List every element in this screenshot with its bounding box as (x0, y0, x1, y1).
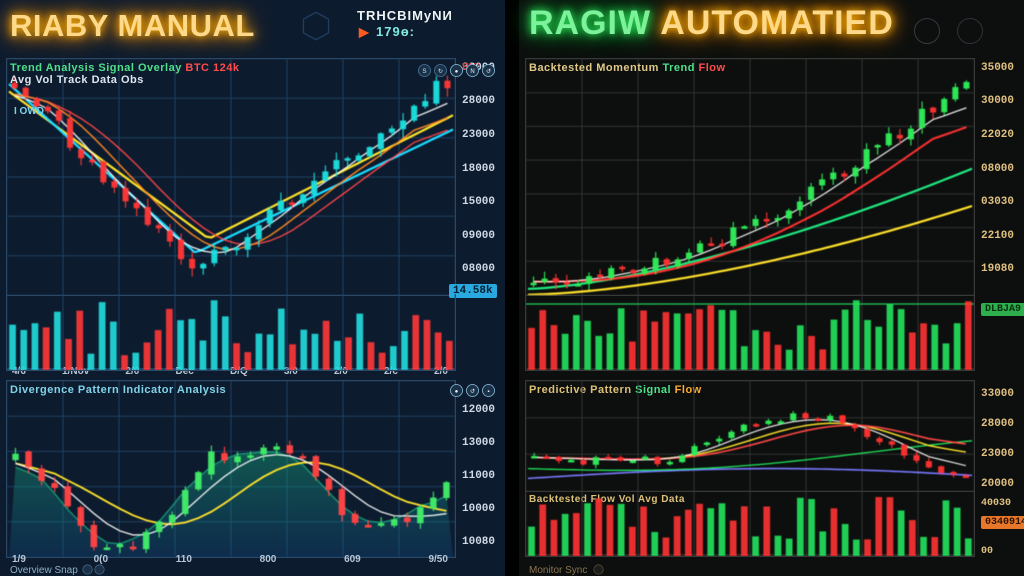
svg-text:●: ● (455, 69, 459, 75)
svg-text:↺: ↺ (470, 388, 475, 395)
svg-text:▪: ▪ (487, 389, 489, 395)
svg-text:●: ● (455, 389, 459, 395)
svg-text:S: S (422, 69, 426, 75)
svg-text:N: N (470, 69, 474, 75)
svg-text:↺: ↺ (486, 68, 491, 75)
svg-text:↻: ↻ (438, 68, 443, 75)
